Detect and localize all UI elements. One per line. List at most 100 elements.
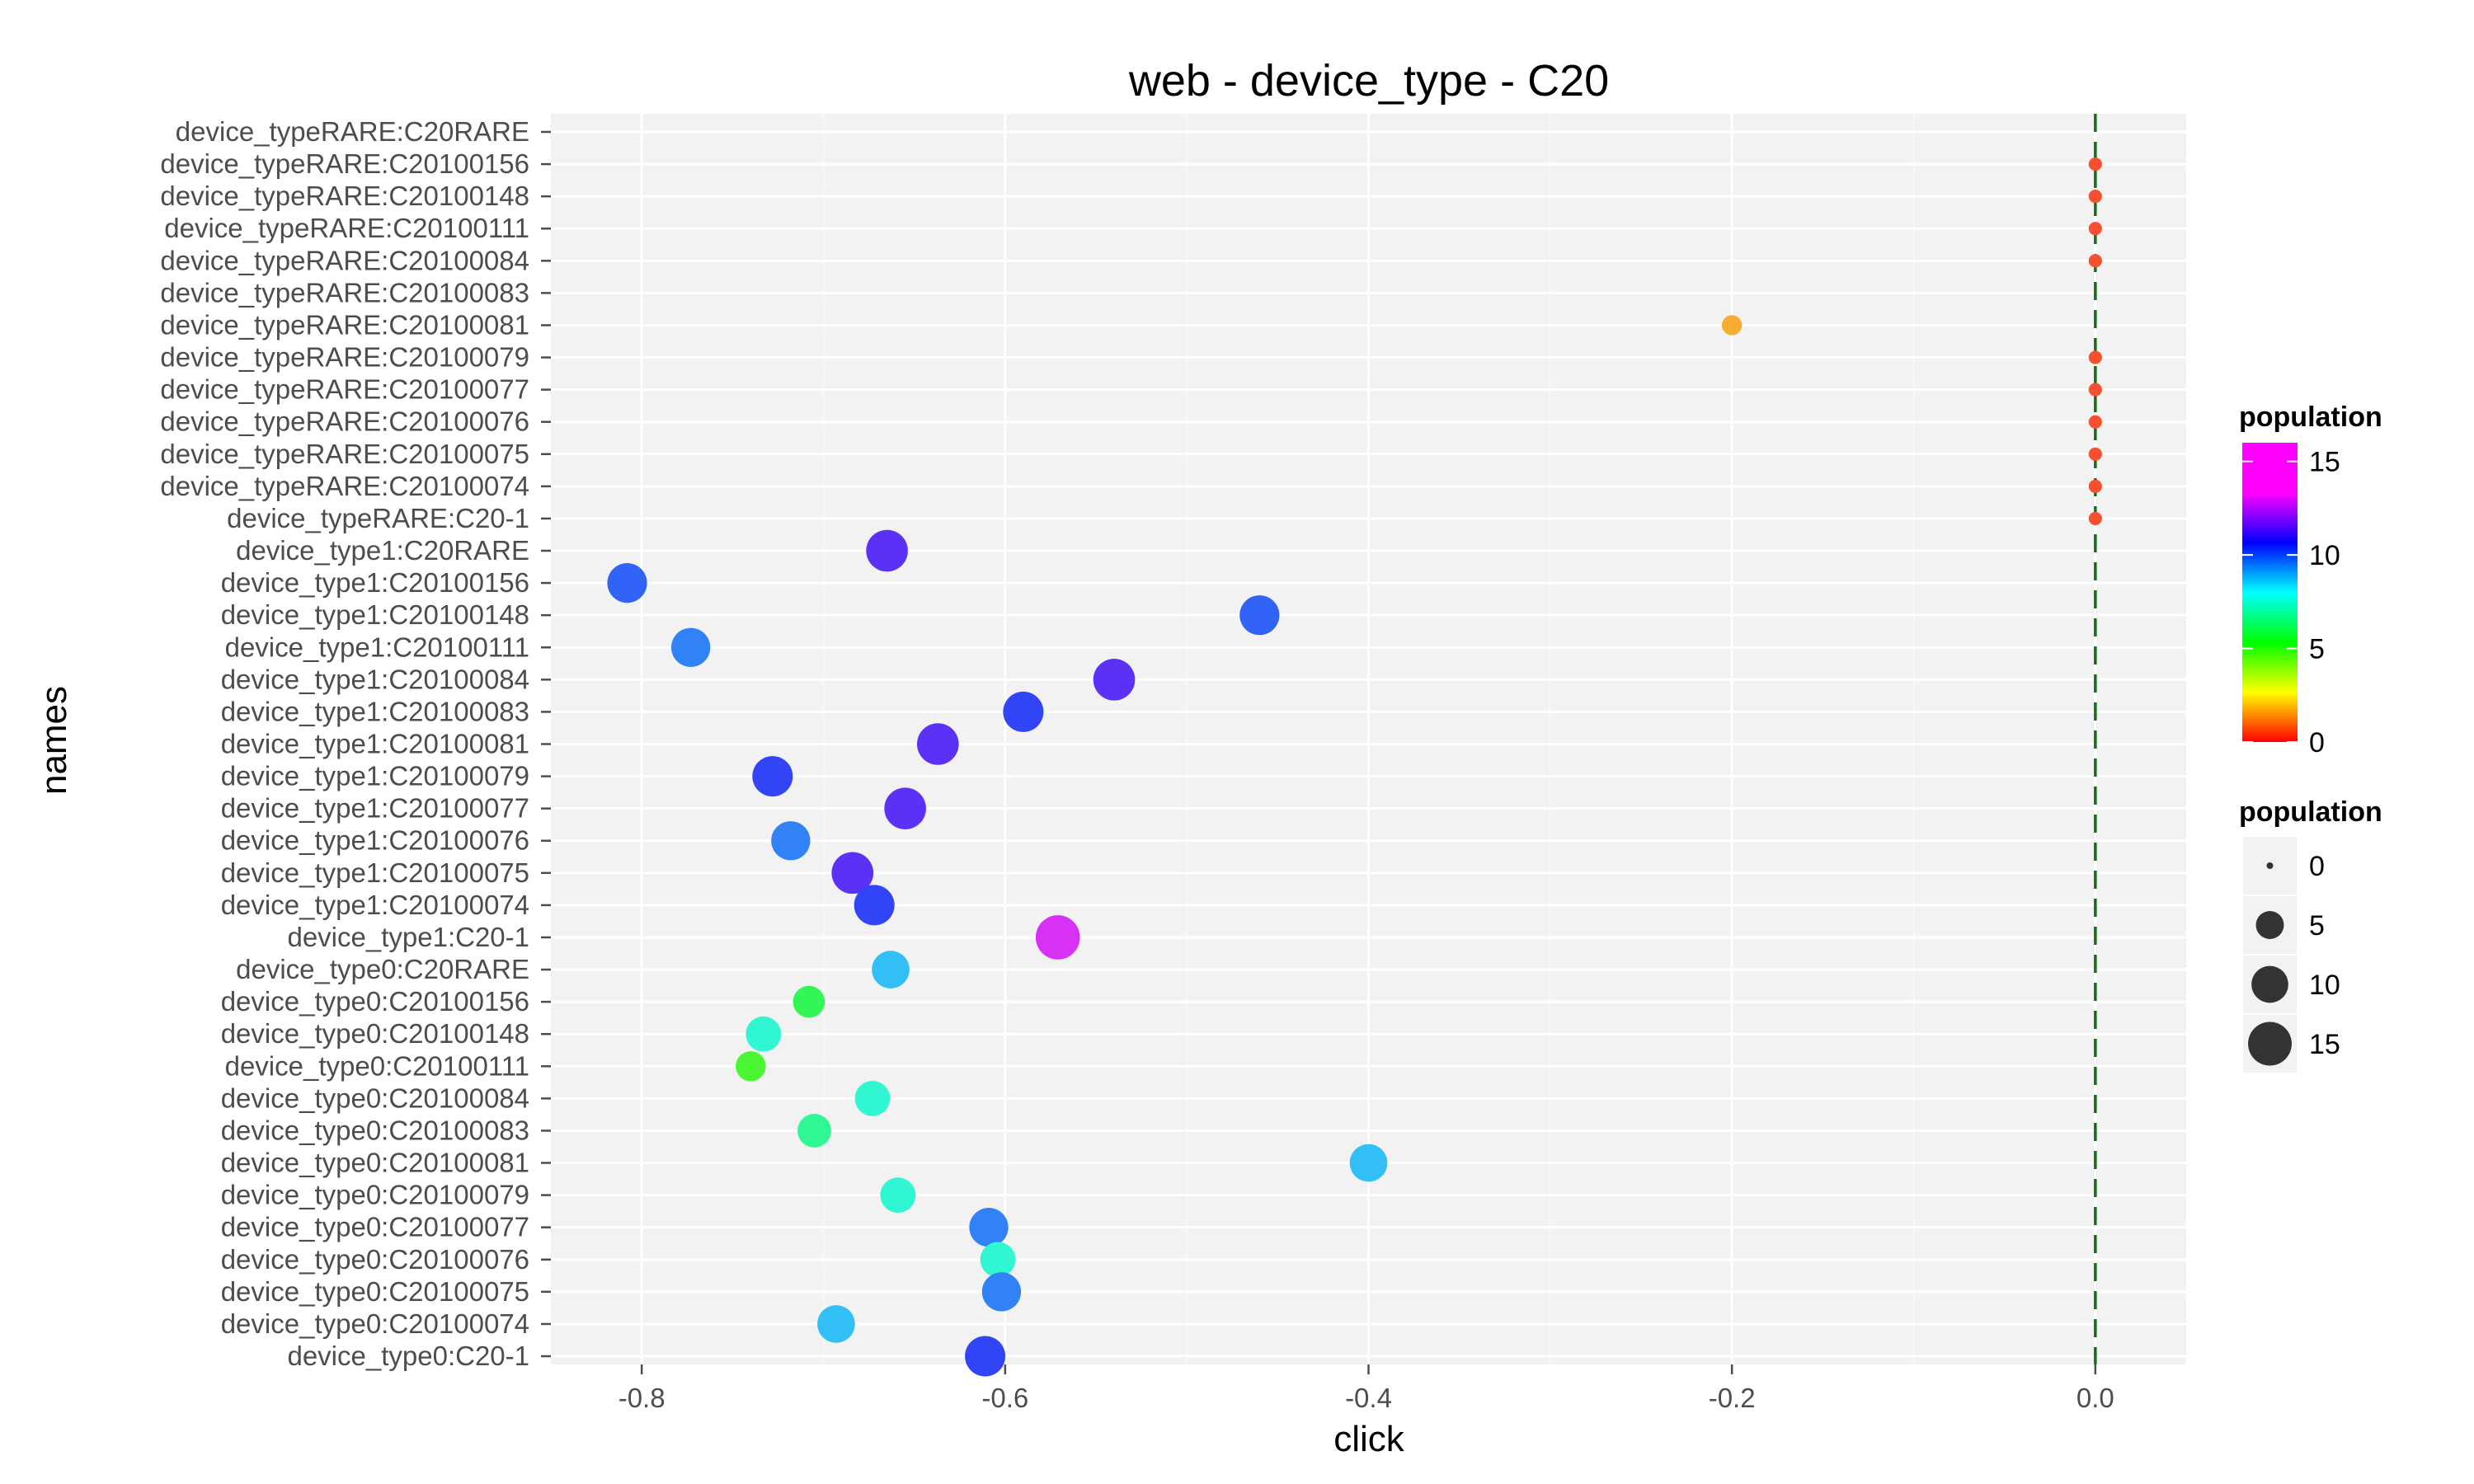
y-tick-label: device_type1:C20100079: [221, 761, 529, 791]
data-point: [771, 821, 811, 861]
data-point: [736, 1051, 766, 1082]
color-legend-label: 0: [2309, 727, 2325, 758]
y-tick-label: device_typeRARE:C20100077: [160, 374, 529, 405]
data-point: [1035, 915, 1080, 960]
y-tick-label: device_type1:C20100084: [221, 664, 529, 694]
y-tick-label: device_typeRARE:C20100156: [160, 148, 529, 179]
data-point: [884, 787, 926, 829]
x-tick-label: -0.8: [618, 1383, 666, 1413]
data-point: [797, 1114, 831, 1148]
y-tick-label: device_type1:C20100156: [221, 567, 529, 598]
data-point: [817, 1305, 855, 1343]
y-axis: device_typeRARE:C20RAREdevice_typeRARE:C…: [160, 116, 551, 1371]
y-tick-label: device_type0:C20100076: [221, 1244, 529, 1275]
data-points: [607, 157, 2102, 1377]
y-tick-label: device_type0:C20100084: [221, 1082, 529, 1113]
data-point: [2088, 479, 2102, 493]
data-point: [1721, 315, 1743, 336]
y-tick-label: device_type1:C20100081: [221, 729, 529, 759]
data-point: [793, 985, 825, 1018]
data-point: [831, 852, 874, 895]
color-legend: population 0 5 10 15: [2239, 402, 2382, 758]
y-tick-label: device_type1:C20RARE: [236, 535, 529, 566]
y-tick-label: device_typeRARE:C20100075: [160, 439, 529, 469]
y-tick-label: device_type1:C20100083: [221, 696, 529, 726]
chart-title: web - device_type - C20: [1128, 56, 1609, 106]
y-tick-label: device_type0:C20RARE: [236, 954, 529, 984]
y-tick-label: device_type0:C20100077: [221, 1212, 529, 1242]
x-tick-label: 0.0: [2077, 1383, 2114, 1413]
data-point: [1093, 659, 1136, 701]
color-legend-ticks: 0 5 10 15: [2242, 447, 2340, 758]
size-legend-title: population: [2239, 796, 2382, 828]
data-point: [965, 1336, 1006, 1377]
data-point: [2088, 190, 2102, 204]
data-point: [2088, 511, 2102, 526]
data-point: [981, 1272, 1022, 1312]
data-point: [2088, 222, 2102, 236]
color-legend-bar: [2242, 443, 2298, 742]
x-tick-label: -0.6: [981, 1383, 1028, 1413]
data-point: [2088, 383, 2102, 397]
y-tick-label: device_type0:C20100148: [221, 1018, 529, 1049]
data-point: [980, 1242, 1016, 1278]
size-legend-dot: [2266, 862, 2274, 869]
data-point: [2088, 447, 2102, 461]
y-tick-label: device_typeRARE:C20100111: [164, 213, 529, 243]
y-tick-label: device_type1:C20100148: [221, 599, 529, 630]
y-tick-label: device_type1:C20100077: [221, 793, 529, 824]
y-tick-label: device_type1:C20100075: [221, 857, 529, 888]
color-legend-label: 5: [2309, 634, 2325, 665]
y-tick-label: device_type1:C20100076: [221, 825, 529, 856]
x-axis: -0.8 -0.6 -0.4 -0.2 0.0: [618, 1364, 2114, 1413]
y-tick-label: device_typeRARE:C20RARE: [176, 116, 529, 147]
x-tick-label: -0.2: [1709, 1383, 1756, 1413]
y-tick-label: device_typeRARE:C20100084: [160, 245, 529, 275]
data-point: [854, 885, 895, 926]
color-legend-label: 10: [2309, 540, 2340, 571]
data-point: [2088, 350, 2102, 364]
data-point: [880, 1177, 916, 1214]
y-tick-label: device_type0:C20100075: [221, 1276, 529, 1307]
data-point: [745, 1016, 782, 1052]
y-tick-label: device_type0:C20100074: [221, 1308, 529, 1339]
size-legend-label: 0: [2309, 851, 2325, 882]
y-tick-label: device_type0:C20100081: [221, 1148, 529, 1178]
color-legend-label: 15: [2309, 447, 2340, 478]
data-point: [1003, 691, 1044, 732]
color-legend-title: population: [2239, 402, 2382, 433]
data-point: [1239, 595, 1280, 636]
data-point: [2088, 157, 2102, 171]
y-tick-label: device_typeRARE:C20100148: [160, 181, 529, 211]
y-tick-label: device_typeRARE:C20-1: [227, 503, 529, 533]
data-point: [752, 756, 793, 797]
data-point: [866, 529, 908, 572]
x-tick-label: -0.4: [1345, 1383, 1392, 1413]
y-tick-label: device_typeRARE:C20100076: [160, 406, 529, 437]
size-legend: population 0 5 10 15: [2239, 796, 2382, 1074]
size-legend-dot: [2255, 911, 2284, 939]
y-tick-label: device_type1:C20100074: [221, 890, 529, 920]
y-tick-label: device_type0:C20100079: [221, 1180, 529, 1210]
x-axis-title: click: [1333, 1419, 1405, 1459]
size-legend-label: 10: [2309, 970, 2340, 1001]
size-legend-label: 5: [2309, 910, 2325, 942]
data-point: [670, 627, 711, 667]
y-tick-label: device_type0:C20100083: [221, 1115, 529, 1145]
data-point: [872, 951, 910, 989]
y-tick-label: device_typeRARE:C20100079: [160, 342, 529, 373]
y-axis-title: names: [34, 686, 74, 795]
data-point: [2088, 415, 2102, 429]
y-tick-label: device_type0:C20-1: [287, 1341, 529, 1371]
y-tick-label: device_typeRARE:C20100083: [160, 277, 529, 308]
size-legend-dot: [2251, 965, 2288, 1003]
y-tick-label: device_type0:C20100111: [225, 1050, 529, 1081]
data-point: [607, 563, 647, 603]
y-tick-label: device_typeRARE:C20100074: [160, 471, 529, 501]
data-point: [1349, 1144, 1388, 1182]
size-legend-dot: [2248, 1021, 2292, 1066]
data-point: [916, 723, 959, 765]
y-tick-label: device_type1:C20100111: [225, 632, 529, 662]
data-point: [2088, 254, 2102, 268]
